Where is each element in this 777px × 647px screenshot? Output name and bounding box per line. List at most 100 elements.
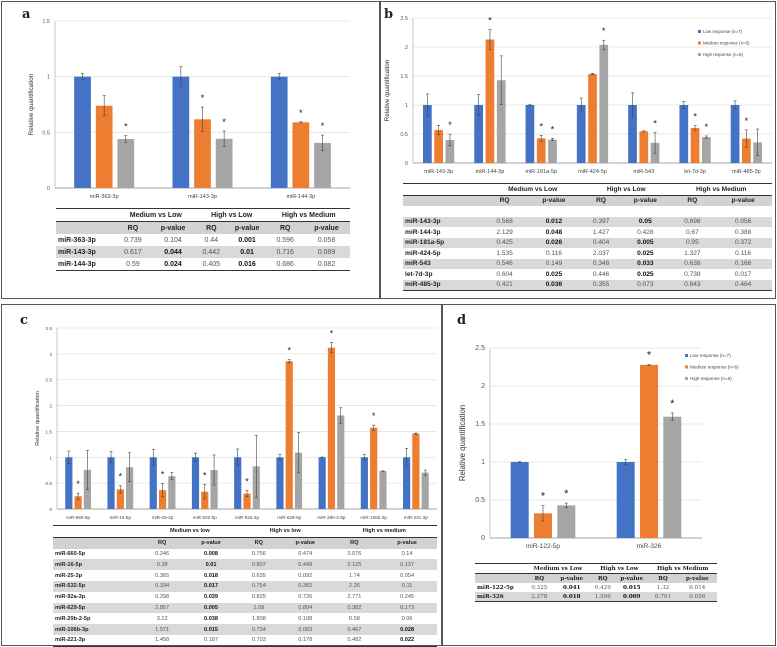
p-value-cell: 0.017 — [734, 270, 752, 278]
table-column-label: RQ — [331, 537, 378, 549]
table-corner — [403, 195, 484, 206]
table-column-label: RQ — [525, 573, 554, 583]
bar-medium — [285, 361, 293, 509]
table-corner — [53, 537, 142, 549]
bar-medium — [74, 496, 82, 509]
significance-star: * — [541, 491, 546, 503]
p-value-cell: 0.382 — [278, 580, 332, 592]
x-tick-label: miR-143-3p — [188, 194, 217, 200]
table-row: miR-143-3p 0.617 0.044 0.442 0.01 0.716 0.089 — [56, 246, 350, 258]
significance-star: * — [299, 108, 303, 119]
rq-cell: 0.355 — [582, 279, 621, 291]
p-value-cell: 0.388 — [734, 228, 752, 236]
p-value-cell: 0.464 — [714, 279, 772, 291]
p-value-cell: 0.108 — [298, 615, 313, 622]
row-name: miR-122-5p — [477, 584, 514, 591]
bar-high — [215, 138, 233, 188]
rq-cell: 2.125 — [331, 559, 378, 571]
rq-cell: 0.604 — [496, 270, 513, 278]
p-value-cell: 0.033 — [620, 258, 671, 269]
p-value-cell: 0.058 — [317, 236, 336, 244]
bar-low — [270, 76, 288, 188]
bar-medium — [327, 347, 336, 509]
rq-cell: 2.278 — [525, 592, 554, 602]
bar-low — [191, 457, 200, 509]
legend-label: Low response (n=7) — [690, 353, 731, 358]
bar-medium — [690, 127, 700, 163]
bar-high — [337, 415, 345, 509]
significance-star: * — [647, 349, 652, 361]
x-tick-label: miR-485-3p — [732, 169, 761, 175]
legend-swatch — [685, 365, 688, 369]
table-column-label: RQ — [141, 537, 184, 549]
bar-medium — [243, 493, 251, 509]
p-value-cell: 0.044 — [150, 246, 196, 258]
y-tick-label: 3.5 — [45, 326, 52, 332]
p-value-cell: 0.073 — [620, 279, 671, 291]
table-row: miR-485-3p 0.421 0.036 0.355 0.073 0.843 0.464 — [403, 279, 772, 291]
table-column-label: p-value — [525, 195, 583, 206]
bar-high — [557, 505, 576, 538]
y-tick-label: 1 — [405, 103, 408, 109]
panel-a — [1, 1, 380, 299]
rq-cell: 1.808 — [251, 615, 266, 622]
y-tick-label: 1.5 — [475, 421, 485, 428]
table-cell-empty — [483, 206, 526, 217]
table-row: miR-543 0.546 0.149 0.348 0.033 0.638 0.168 — [403, 258, 772, 269]
significance-star: * — [670, 398, 675, 410]
p-value-cell: 0.025 — [545, 270, 563, 278]
significance-star: * — [564, 488, 569, 500]
p-value-cell: 0.168 — [714, 258, 772, 269]
bar-low — [628, 105, 637, 163]
table-row: miR-92a-3p 0.298 0.039 0.825 0.726 2.771 0.245 — [53, 592, 437, 603]
rq-cell: 0.397 — [582, 216, 621, 227]
x-tick-label: miR-660-5p — [66, 515, 90, 520]
table-row: miR-143-3p 0.568 0.012 0.397 0.05 0.698 0.056 — [403, 216, 772, 227]
table-row: miR-424-5p 1.535 0.116 2.037 0.025 1.327 0.116 — [403, 248, 772, 259]
x-tick-label: miR-221-3p — [404, 515, 428, 520]
rq-cell: 2.26 — [331, 580, 378, 592]
y-tick-label: 0 — [49, 507, 52, 513]
table-cell-empty — [582, 206, 620, 217]
table-column-label: p-value — [714, 195, 772, 206]
table-row: miR-532-5p 0.334 0.017 0.754 0.382 2.26 0.11 — [53, 580, 437, 592]
x-tick-label: miR-29b-2-5p — [317, 515, 346, 520]
table-row: miR-363-3p 0.739 0.104 0.44 0.001 0.596 0.058 — [56, 234, 350, 246]
rq-cell: 0.568 — [483, 216, 526, 227]
y-tick-label: 3 — [49, 352, 52, 358]
table-column-label: RQ — [115, 221, 151, 234]
bar-low — [679, 105, 689, 163]
y-tick-label: 1.5 — [45, 429, 52, 435]
table-row: miR-221-3p 1.458 0.187 0.703 0.178 0.482 0.022 — [53, 635, 437, 646]
table-subheader: RQ p-value RQ p-value RQ p-value — [56, 221, 350, 234]
table-column-label: p-value — [302, 221, 350, 234]
y-tick-label: 2 — [405, 45, 408, 51]
bar-low — [423, 105, 432, 163]
significance-star: * — [488, 16, 492, 27]
significance-star: * — [161, 469, 165, 479]
table-row: miR-326 2.278 0.018 1.596 0.009 0.701 0.056 — [475, 592, 717, 602]
p-value-cell: 0.01 — [226, 246, 268, 258]
bar-low — [65, 457, 73, 509]
significance-star: * — [372, 411, 376, 421]
p-value-cell: 0.116 — [735, 249, 752, 257]
rq-cell: 2.129 — [496, 228, 513, 236]
table-column-label: RQ — [483, 195, 526, 206]
rq-cell: 0.246 — [155, 550, 170, 557]
row-name: miR-16-5p — [53, 559, 142, 571]
bar-high — [548, 139, 557, 163]
row-name: miR-326 — [475, 592, 526, 602]
table-row: miR-122-5p 0.325 0.041 0.429 0.015 1.32 0.014 — [475, 583, 717, 592]
table-row: miR-660-5p 0.246 0.008 0.756 0.474 3.076 0.14 — [53, 549, 437, 560]
table-corner — [53, 525, 142, 538]
table-subheader: RQ p-value RQ p-value RQ p-value — [403, 195, 772, 206]
row-name: miR-25-3p — [55, 572, 83, 579]
p-value-cell: 0.024 — [164, 260, 182, 268]
p-value-cell: 0.018 — [204, 572, 219, 579]
y-tick-label: 2 — [49, 404, 52, 410]
bar-low — [730, 105, 740, 163]
y-axis-label: Relative quantification — [28, 73, 35, 135]
p-value-cell: 0.083 — [278, 624, 332, 635]
rq-cell: 1.09 — [238, 602, 279, 614]
rq-cell: 1.535 — [496, 249, 513, 257]
